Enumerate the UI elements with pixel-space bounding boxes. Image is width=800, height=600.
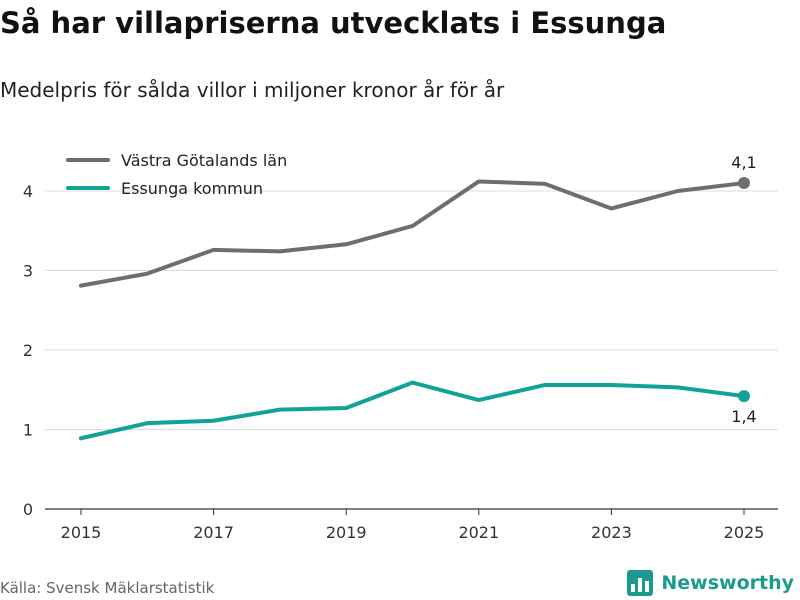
x-tick-label: 2021	[458, 523, 499, 542]
series-lines: 4,1 1,4	[79, 153, 757, 441]
legend-label: Essunga kommun	[121, 179, 263, 198]
x-tick-label: 2025	[724, 523, 765, 542]
y-tick-label: 2	[23, 341, 33, 360]
series-end-label: 1,4	[731, 407, 756, 426]
y-tick-label: 4	[23, 182, 33, 201]
y-tick-label: 0	[23, 500, 33, 519]
series-line-essunga-kommun	[79, 380, 746, 441]
gridlines	[45, 190, 778, 430]
brand-logo: Newsworthy	[627, 570, 794, 596]
series-line-vastra-gotalands-lan	[79, 179, 746, 288]
series-end-marker	[738, 390, 750, 403]
source-note: Källa: Svensk Mäklarstatistik	[0, 579, 215, 597]
series-end-marker	[738, 177, 750, 190]
x-tick-label: 2017	[193, 523, 234, 542]
y-tick-label: 1	[23, 421, 33, 440]
y-tick-label: 3	[23, 262, 33, 281]
legend: Västra Götalands län Essunga kommun	[66, 151, 287, 198]
x-tick-label: 2019	[326, 523, 367, 542]
axes: 0 1 2 3 4 2015 2017 2019 2021 2023 2025	[23, 182, 778, 542]
x-tick-label: 2023	[591, 523, 632, 542]
bar-chart-logo-icon	[627, 570, 654, 596]
series-end-label: 4,1	[731, 153, 756, 172]
brand-name: Newsworthy	[661, 572, 794, 594]
chart-subtitle: Medelpris för sålda villor i miljoner kr…	[0, 78, 505, 102]
legend-label: Västra Götalands län	[121, 151, 287, 170]
x-tick-label: 2015	[61, 523, 102, 542]
chart-title: Så har villapriserna utvecklats i Essung…	[0, 6, 667, 40]
